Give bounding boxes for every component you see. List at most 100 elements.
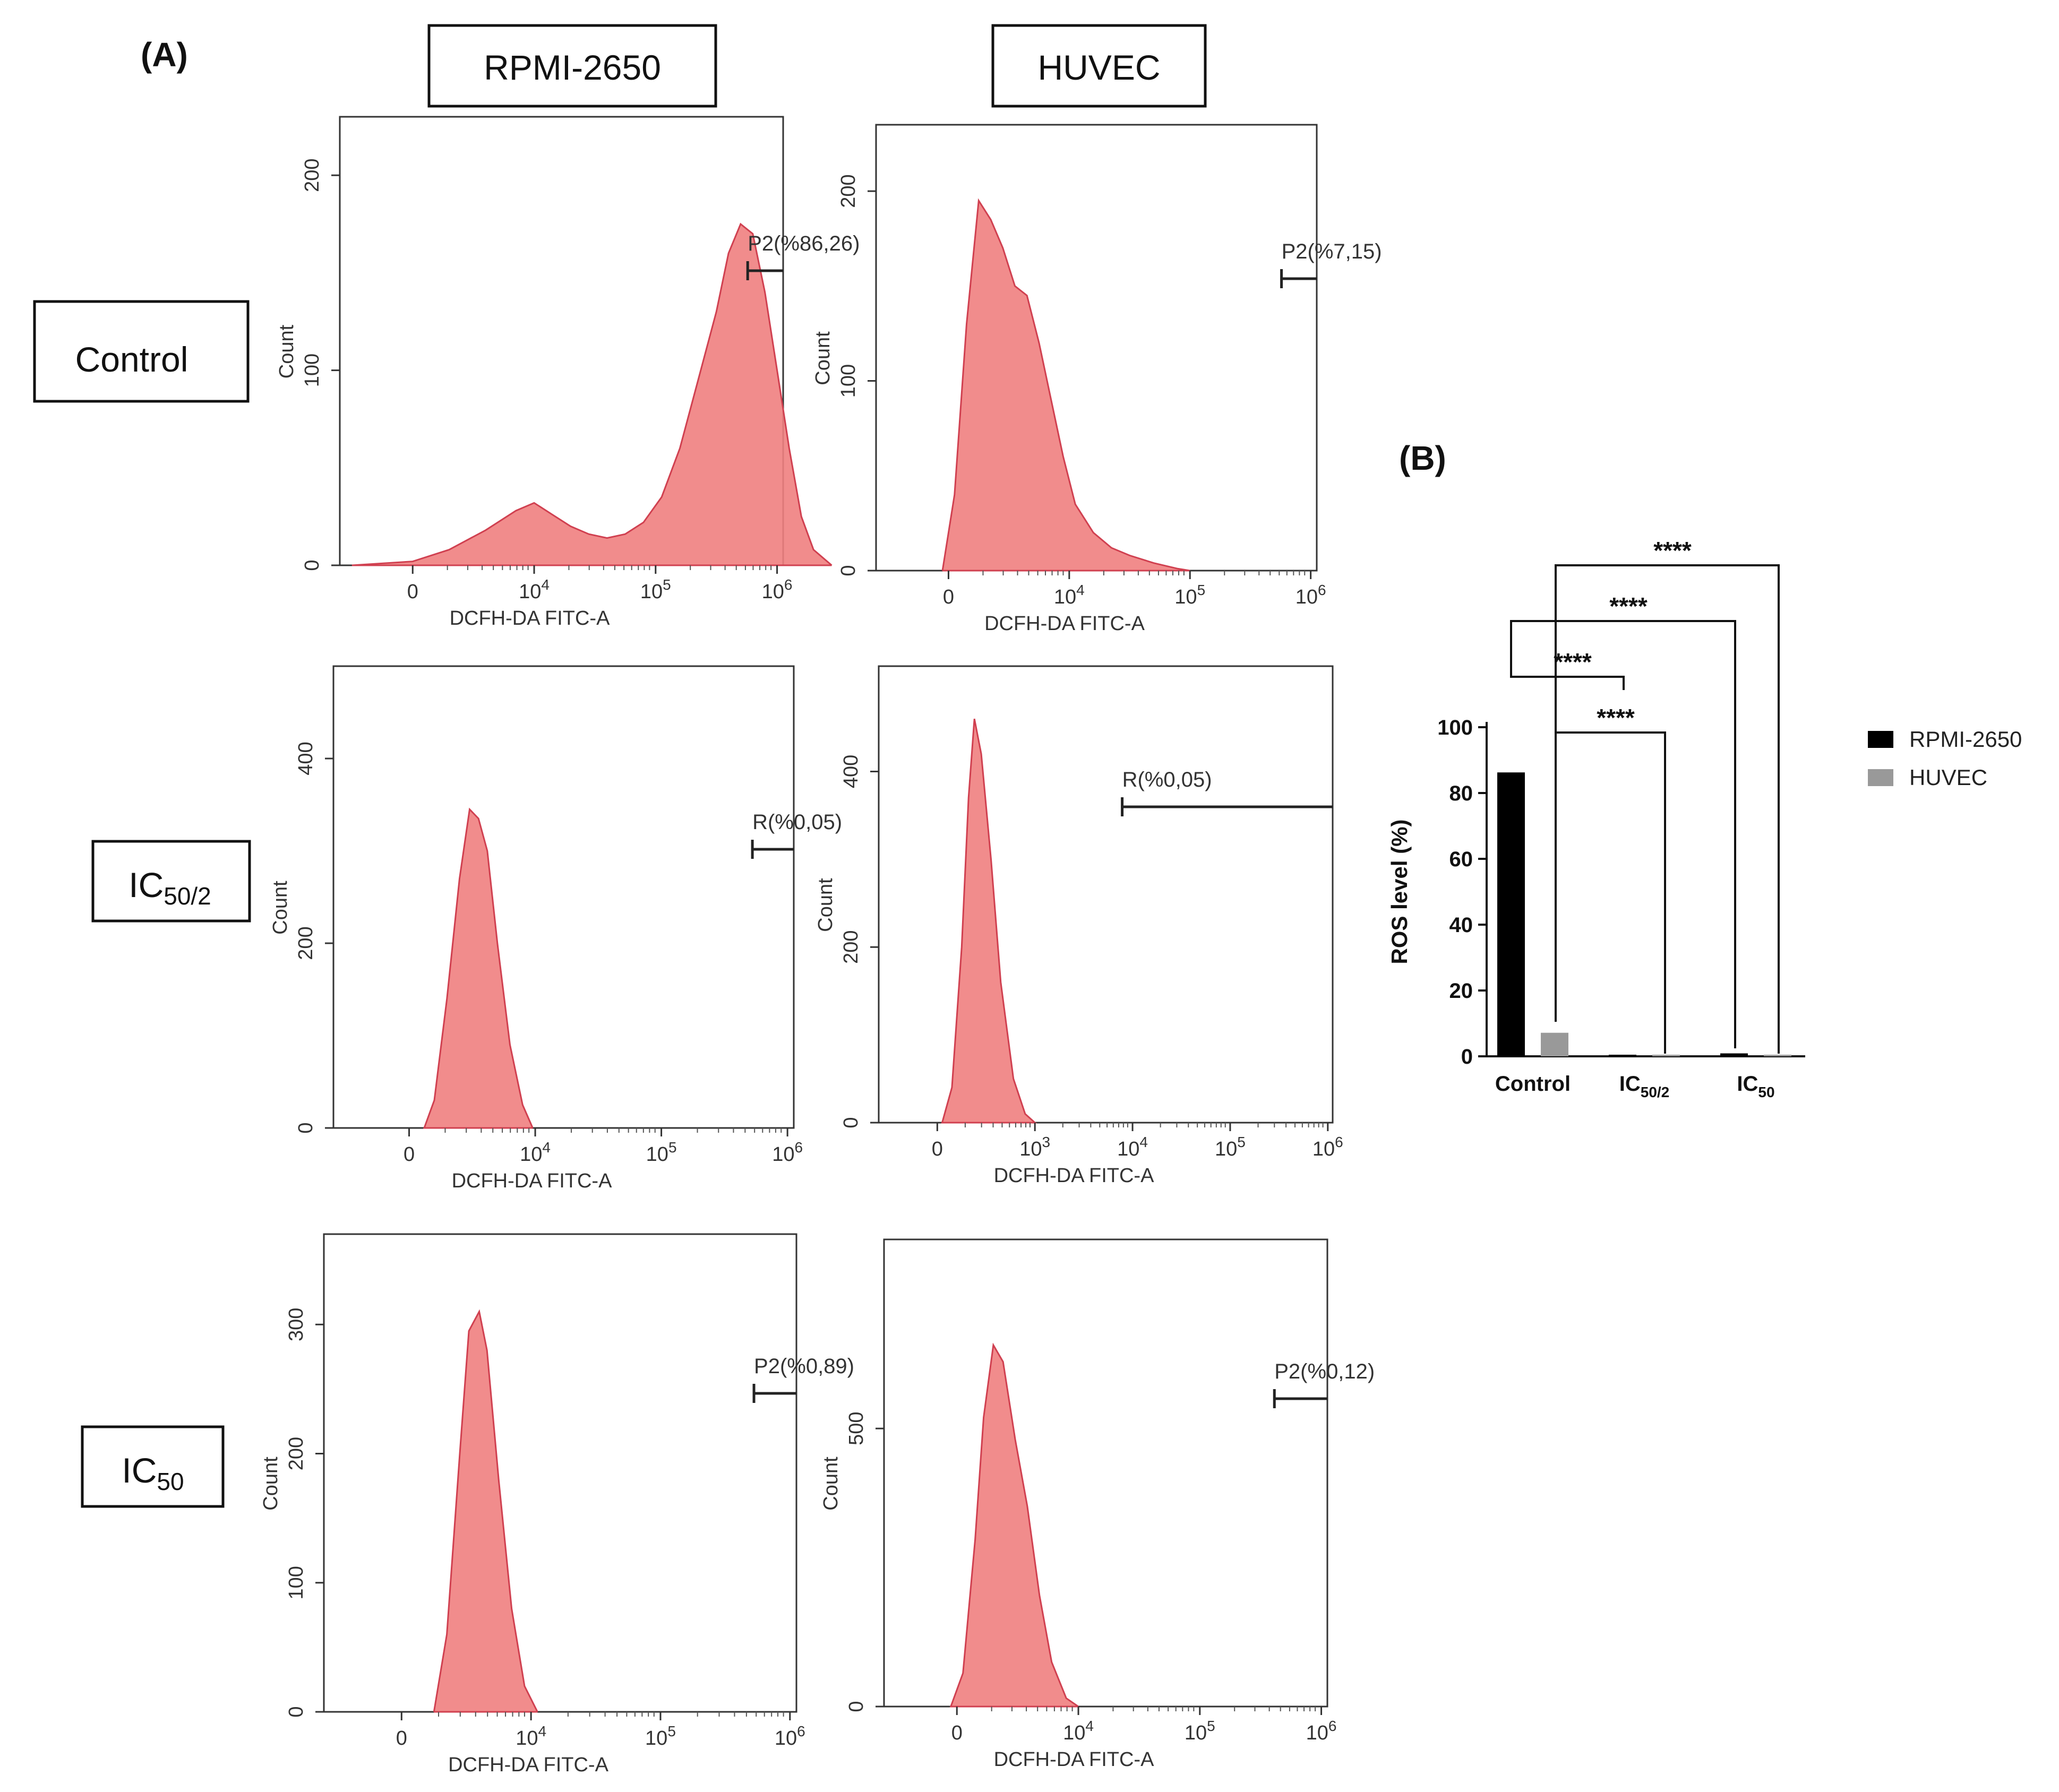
- x-tick-label: 105: [645, 1723, 676, 1750]
- y-tick-label: 100: [301, 354, 323, 387]
- legend-swatch: [1868, 769, 1893, 786]
- gate-label: P2(%0,12): [1274, 1360, 1375, 1383]
- significance-bracket: [1510, 620, 1736, 1048]
- x-tick-label: 106: [1312, 1134, 1343, 1160]
- x-tick-label: 104: [1117, 1134, 1148, 1160]
- plot-frame: [332, 665, 795, 1129]
- x-tick-label: 0: [407, 581, 418, 603]
- y-tick-label: 80: [1449, 782, 1473, 805]
- y-tick-label: 0: [840, 1117, 862, 1128]
- column-header-huvec: HUVEC: [991, 24, 1207, 108]
- x-tick-label: 103: [1019, 1134, 1050, 1160]
- y-axis-title: Count: [269, 881, 291, 935]
- histogram-area: [949, 1342, 1079, 1708]
- gate-label: R(%0,05): [752, 811, 842, 834]
- bar-rpmi-2650: [1609, 1055, 1636, 1056]
- x-axis-title: DCFH-DA FITC-A: [994, 1165, 1155, 1187]
- legend-swatch: [1868, 731, 1893, 748]
- y-tick-label: 200: [301, 159, 323, 192]
- plot-frame: [323, 1233, 797, 1713]
- significance-stars: ****: [1653, 537, 1692, 564]
- y-axis-title: Count: [260, 1457, 282, 1511]
- bar-huvec: [1764, 1055, 1791, 1056]
- bar-rpmi-2650: [1720, 1053, 1748, 1056]
- y-axis-title: Count: [812, 331, 834, 385]
- x-tick-label: 0: [932, 1138, 943, 1160]
- histogram-huvec-ic50-2: 0 103 104 105 106 0 200 400 DCFH-DA FITC-A Count R…: [814, 665, 1343, 1187]
- x-tick-label: 105: [1174, 582, 1205, 608]
- y-tick-label: 0: [285, 1706, 307, 1717]
- y-tick-label: 200: [840, 931, 862, 964]
- significance-bracket: [1510, 656, 1625, 690]
- plot-frame: [883, 1238, 1328, 1708]
- x-axis-title: DCFH-DA FITC-A: [984, 613, 1145, 635]
- y-tick-label: 100: [837, 364, 860, 398]
- row-label-ic50-text: IC50: [122, 1451, 184, 1495]
- x-tick-label: 105: [1215, 1134, 1246, 1160]
- y-tick-label: 0: [845, 1701, 868, 1712]
- x-tick-label: 106: [1296, 582, 1326, 608]
- row-label-control: Control: [33, 300, 250, 403]
- legend-label: RPMI-2650: [1909, 727, 2022, 752]
- y-tick-label: 0: [295, 1122, 317, 1133]
- x-tick-label: 104: [520, 1139, 551, 1166]
- panel-b-label: (B): [1399, 439, 1446, 477]
- significance-bracket: [1555, 731, 1666, 1054]
- histogram-rpmi-ic50: 0 104 105 106 0 100 200 300 DCFH-DA FITC-A Count P…: [260, 1233, 854, 1776]
- histogram-huvec-ic50: 0 104 105 106 0 500 DCFH-DA FITC-A Count P2(%0,1…: [820, 1238, 1375, 1771]
- gate-label: P2(%7,15): [1282, 240, 1382, 263]
- row-label-ic50: IC50: [81, 1425, 225, 1508]
- legend-label: HUVEC: [1909, 765, 1987, 790]
- column-header-huvec-text: HUVEC: [1037, 48, 1160, 87]
- significance-stars: ****: [1554, 648, 1592, 676]
- y-tick-label: 0: [1461, 1045, 1473, 1069]
- y-tick-label: 40: [1449, 914, 1473, 937]
- x-tick-label: 0: [943, 586, 954, 608]
- plot-frame: [878, 665, 1334, 1124]
- x-tick-label: IC50: [1737, 1072, 1774, 1100]
- y-tick-label: 500: [845, 1411, 868, 1445]
- x-axis-title: DCFH-DA FITC-A: [450, 607, 611, 630]
- panel-a-label: (A): [141, 36, 188, 74]
- histogram-huvec-control: 0 104 105 106 0 100 200 DCFH-DA FITC-A Count P2(%…: [812, 124, 1382, 635]
- bar-huvec: [1541, 1032, 1568, 1056]
- x-tick-label: 104: [516, 1723, 546, 1750]
- x-axis-title: DCFH-DA FITC-A: [452, 1170, 613, 1192]
- y-tick-label: 400: [295, 742, 317, 775]
- x-tick-label: 106: [775, 1723, 805, 1750]
- x-axis-title: DCFH-DA FITC-A: [994, 1748, 1155, 1771]
- row-label-ic50-2-text: IC50/2: [128, 865, 211, 910]
- y-tick-label: 0: [837, 565, 860, 576]
- gate-label: P2(%0,89): [754, 1355, 854, 1378]
- bar-rpmi-2650: [1497, 772, 1525, 1056]
- x-tick-label: Control: [1495, 1072, 1571, 1096]
- histogram-area: [351, 222, 833, 566]
- significance-bracket: [1555, 564, 1780, 1054]
- x-axis-title: DCFH-DA FITC-A: [448, 1754, 609, 1776]
- significance-stars: ****: [1597, 704, 1635, 731]
- y-tick-label: 20: [1449, 979, 1473, 1003]
- y-tick-label: 100: [285, 1566, 307, 1599]
- y-axis-title: Count: [820, 1457, 842, 1511]
- row-label-ic50-2: IC50/2: [91, 840, 251, 923]
- x-tick-label: 104: [1063, 1718, 1094, 1744]
- y-tick-label: 200: [295, 926, 317, 960]
- column-header-rpmi-text: RPMI-2650: [484, 48, 661, 87]
- y-tick-label: 200: [837, 174, 860, 208]
- x-tick-label: 0: [396, 1727, 407, 1750]
- y-tick-label: 100: [1437, 716, 1473, 739]
- x-tick-label: 105: [1185, 1718, 1215, 1744]
- histogram-rpmi-control: 0 104 105 106 0 100 200 DCFH-DA FITC-A Count P2(%…: [276, 116, 860, 630]
- x-tick-label: 104: [1054, 582, 1085, 608]
- gate-label: P2(%86,26): [748, 232, 860, 255]
- y-axis-title: Count: [814, 878, 837, 932]
- row-label-control-text: Control: [75, 340, 188, 379]
- histogram-area: [423, 807, 534, 1129]
- y-tick-label: 400: [840, 755, 862, 788]
- x-tick-label: IC50/2: [1619, 1072, 1670, 1100]
- y-axis-title: ROS level (%): [1387, 819, 1412, 964]
- column-header-rpmi: RPMI-2650: [427, 24, 717, 108]
- y-tick-label: 60: [1449, 848, 1473, 871]
- y-axis-title: Count: [276, 324, 298, 378]
